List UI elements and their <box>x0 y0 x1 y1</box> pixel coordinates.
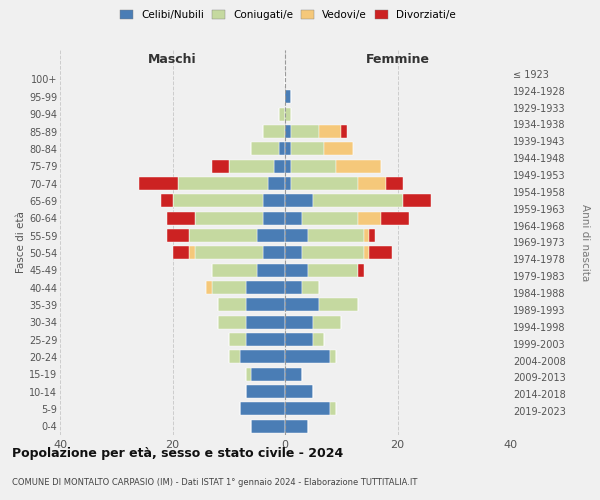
Bar <box>178 177 268 190</box>
Bar <box>161 194 173 207</box>
Bar <box>251 420 285 433</box>
Bar <box>285 177 290 190</box>
Bar <box>190 246 195 260</box>
Bar <box>251 368 285 381</box>
Bar <box>167 229 190 242</box>
Bar <box>206 281 212 294</box>
Bar <box>285 90 290 104</box>
Bar <box>319 125 341 138</box>
Bar <box>358 212 380 224</box>
Bar <box>218 298 245 312</box>
Bar <box>308 229 364 242</box>
Bar <box>167 212 195 224</box>
Bar <box>240 402 285 415</box>
Bar <box>285 368 302 381</box>
Bar <box>380 212 409 224</box>
Bar <box>290 142 325 156</box>
Bar <box>302 281 319 294</box>
Bar <box>280 108 285 120</box>
Bar <box>229 160 274 172</box>
Text: Femmine: Femmine <box>365 52 430 66</box>
Y-axis label: Anni di nascita: Anni di nascita <box>580 204 590 281</box>
Text: Maschi: Maschi <box>148 52 197 66</box>
Bar <box>313 316 341 329</box>
Bar <box>212 160 229 172</box>
Bar <box>290 125 319 138</box>
Bar <box>173 194 263 207</box>
Bar <box>245 316 285 329</box>
Bar <box>290 160 335 172</box>
Bar <box>313 333 325 346</box>
Text: Popolazione per età, sesso e stato civile - 2024: Popolazione per età, sesso e stato civil… <box>12 448 343 460</box>
Text: COMUNE DI MONTALTO CARPASIO (IM) - Dati ISTAT 1° gennaio 2024 - Elaborazione TUT: COMUNE DI MONTALTO CARPASIO (IM) - Dati … <box>12 478 418 487</box>
Bar <box>263 194 285 207</box>
Bar <box>212 281 245 294</box>
Bar <box>386 177 403 190</box>
Bar <box>358 264 364 277</box>
Bar <box>285 194 313 207</box>
Bar <box>403 194 431 207</box>
Bar <box>280 142 285 156</box>
Bar <box>268 177 285 190</box>
Bar <box>263 246 285 260</box>
Bar <box>370 229 375 242</box>
Bar <box>257 229 285 242</box>
Bar <box>285 108 290 120</box>
Bar <box>285 229 308 242</box>
Bar <box>285 160 290 172</box>
Bar <box>212 264 257 277</box>
Bar <box>245 333 285 346</box>
Bar <box>251 142 280 156</box>
Bar <box>139 177 178 190</box>
Bar <box>285 281 302 294</box>
Bar <box>313 194 403 207</box>
Bar <box>341 125 347 138</box>
Bar <box>364 246 370 260</box>
Bar <box>285 125 290 138</box>
Bar <box>285 420 308 433</box>
Bar <box>364 229 370 242</box>
Bar <box>325 142 353 156</box>
Bar <box>245 281 285 294</box>
Bar <box>240 350 285 364</box>
Bar <box>245 385 285 398</box>
Bar <box>302 246 364 260</box>
Bar <box>173 246 190 260</box>
Bar <box>274 160 285 172</box>
Bar <box>285 212 302 224</box>
Bar <box>195 246 263 260</box>
Bar <box>285 246 302 260</box>
Bar <box>285 385 313 398</box>
Bar <box>257 264 285 277</box>
Bar <box>370 246 392 260</box>
Bar <box>218 316 245 329</box>
Bar <box>190 229 257 242</box>
Bar <box>285 316 313 329</box>
Bar <box>229 333 245 346</box>
Bar <box>229 350 240 364</box>
Bar <box>285 333 313 346</box>
Bar <box>358 177 386 190</box>
Bar <box>330 402 335 415</box>
Bar <box>285 402 330 415</box>
Bar <box>290 177 358 190</box>
Bar <box>308 264 358 277</box>
Bar <box>302 212 358 224</box>
Bar <box>285 142 290 156</box>
Bar <box>285 264 308 277</box>
Bar <box>195 212 263 224</box>
Bar <box>335 160 380 172</box>
Bar <box>330 350 335 364</box>
Bar <box>285 350 330 364</box>
Y-axis label: Fasce di età: Fasce di età <box>16 212 26 274</box>
Legend: Celibi/Nubili, Coniugati/e, Vedovi/e, Divorziati/e: Celibi/Nubili, Coniugati/e, Vedovi/e, Di… <box>118 8 458 22</box>
Bar <box>245 368 251 381</box>
Bar <box>263 125 285 138</box>
Bar <box>263 212 285 224</box>
Bar <box>245 298 285 312</box>
Bar <box>319 298 358 312</box>
Bar <box>285 298 319 312</box>
